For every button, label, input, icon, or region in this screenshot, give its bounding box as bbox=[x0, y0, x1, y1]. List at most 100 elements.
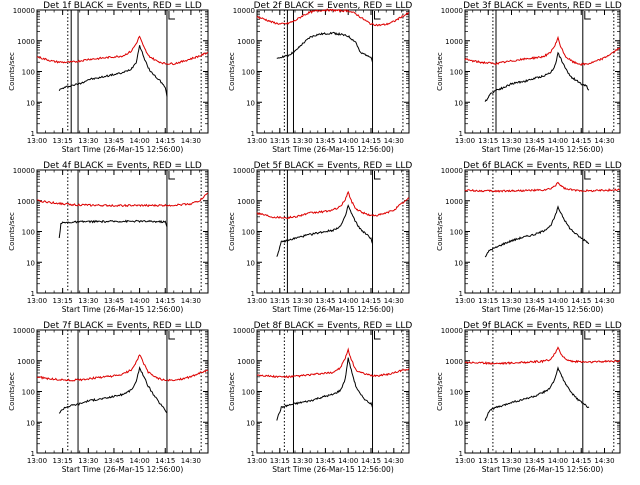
panel-title: Det 8f BLACK = Events, RED = LLD bbox=[254, 321, 413, 331]
x-tick-label: 14:00 bbox=[338, 457, 358, 465]
corner-l-mark bbox=[168, 11, 175, 20]
x-axis-label: Start Time (26-Mar-15 12:56:00) bbox=[272, 305, 394, 314]
panel-title: Det 3f BLACK = Events, RED = LLD bbox=[463, 1, 622, 11]
x-tick-label: 13:45 bbox=[525, 137, 545, 145]
x-tick-label: 13:45 bbox=[315, 297, 335, 305]
x-axis-label: Start Time (26-Mar-15 12:56:00) bbox=[482, 305, 604, 314]
panel-title: Det 4f BLACK = Events, RED = LLD bbox=[43, 161, 202, 171]
lld-series-line bbox=[256, 8, 410, 27]
x-tick-label: 14:30 bbox=[594, 137, 614, 145]
lld-series-line bbox=[36, 35, 209, 66]
panel-4: Det 4f BLACK = Events, RED = LLD 1 10 100 10… bbox=[8, 161, 209, 314]
lld-series-line bbox=[464, 35, 621, 66]
y-tick-label: 100 bbox=[242, 389, 255, 397]
lld-series-line bbox=[256, 347, 410, 379]
corner-l-mark bbox=[374, 331, 381, 340]
x-tick-label: 13:15 bbox=[478, 457, 498, 465]
plot-frame bbox=[36, 9, 209, 134]
y-tick-label: 10000 bbox=[233, 167, 255, 175]
x-tick-label: 13:30 bbox=[293, 457, 313, 465]
y-tick-label: 10000 bbox=[13, 7, 35, 15]
x-tick-label: 14:15 bbox=[361, 137, 381, 145]
x-tick-label: 13:45 bbox=[525, 457, 545, 465]
y-tick-label: 100 bbox=[450, 229, 463, 237]
panel-title: Det 6f BLACK = Events, RED = LLD bbox=[463, 161, 622, 171]
y-tick-label: 1 bbox=[31, 450, 35, 458]
x-tick-label: 13:00 bbox=[247, 457, 267, 465]
panel-8: Det 8f BLACK = Events, RED = LLD 1 10 100 10… bbox=[228, 321, 412, 474]
x-tick-label: 13:00 bbox=[27, 297, 47, 305]
x-tick-label: 14:00 bbox=[548, 137, 568, 145]
y-tick-label: 1000 bbox=[17, 38, 35, 46]
x-tick-label: 13:30 bbox=[293, 297, 313, 305]
x-tick-label: 14:30 bbox=[181, 137, 201, 145]
y-tick-label: 10000 bbox=[441, 327, 463, 335]
x-tick-label: 14:30 bbox=[181, 457, 201, 465]
x-tick-label: 14:15 bbox=[155, 137, 175, 145]
x-axis-label: Start Time (26-Mar-15 12:56:00) bbox=[62, 465, 184, 474]
y-tick-label: 10 bbox=[246, 99, 255, 107]
y-tick-label: 1 bbox=[251, 450, 255, 458]
x-tick-label: 13:45 bbox=[525, 297, 545, 305]
x-tick-label: 13:45 bbox=[104, 297, 124, 305]
events-series-line bbox=[484, 366, 590, 421]
y-tick-label: 10 bbox=[246, 419, 255, 427]
lld-series-line bbox=[36, 354, 209, 382]
x-tick-label: 13:15 bbox=[53, 297, 73, 305]
y-tick-label: 1000 bbox=[237, 38, 255, 46]
panel-9: Det 9f BLACK = Events, RED = LLD 1 10 100 10… bbox=[436, 321, 622, 474]
corner-l-mark bbox=[374, 171, 381, 180]
x-tick-label: 13:00 bbox=[455, 137, 475, 145]
y-tick-label: 10000 bbox=[13, 167, 35, 175]
x-tick-label: 14:00 bbox=[548, 457, 568, 465]
y-axis-label: Counts/sec bbox=[436, 52, 444, 91]
y-tick-label: 1000 bbox=[237, 358, 255, 366]
panel-7: Det 7f BLACK = Events, RED = LLD 1 10 100 10… bbox=[8, 321, 209, 474]
y-tick-label: 1000 bbox=[445, 198, 463, 206]
y-axis-label: Counts/sec bbox=[8, 212, 16, 251]
y-tick-label: 100 bbox=[450, 389, 463, 397]
plot-frame bbox=[464, 329, 621, 454]
plot-frame bbox=[256, 329, 410, 454]
corner-l-mark bbox=[374, 11, 381, 20]
x-axis-label: Start Time (26-Mar-15 12:56:00) bbox=[62, 305, 184, 314]
y-tick-label: 10000 bbox=[13, 327, 35, 335]
plot-frame bbox=[36, 169, 209, 294]
x-tick-label: 14:00 bbox=[338, 297, 358, 305]
x-tick-label: 13:30 bbox=[501, 297, 521, 305]
x-tick-label: 14:00 bbox=[548, 297, 568, 305]
x-axis-label: Start Time (26-Mar-15 12:56:00) bbox=[272, 465, 394, 474]
y-tick-label: 1 bbox=[251, 290, 255, 298]
y-axis-label: Counts/sec bbox=[228, 212, 236, 251]
events-series-line bbox=[484, 205, 590, 258]
events-series-line bbox=[58, 219, 168, 239]
plot-frame bbox=[256, 9, 410, 134]
events-series-line bbox=[484, 51, 590, 102]
events-series-line bbox=[276, 31, 373, 63]
x-tick-label: 13:30 bbox=[293, 137, 313, 145]
y-tick-label: 1000 bbox=[237, 198, 255, 206]
y-tick-label: 100 bbox=[242, 69, 255, 77]
y-tick-label: 10 bbox=[26, 259, 35, 267]
y-tick-label: 100 bbox=[22, 69, 35, 77]
y-tick-label: 100 bbox=[242, 229, 255, 237]
y-tick-label: 1000 bbox=[17, 358, 35, 366]
lld-series-line bbox=[37, 192, 209, 208]
x-axis-label: Start Time (26-Mar-15 12:56:00) bbox=[482, 465, 604, 474]
y-axis-label: Counts/sec bbox=[228, 372, 236, 411]
y-axis-label: Counts/sec bbox=[436, 212, 444, 251]
y-tick-label: 10000 bbox=[441, 167, 463, 175]
y-tick-label: 10 bbox=[454, 419, 463, 427]
y-tick-label: 1 bbox=[31, 290, 35, 298]
y-tick-label: 1 bbox=[459, 290, 463, 298]
plot-frame bbox=[36, 329, 209, 454]
y-tick-label: 10 bbox=[454, 259, 463, 267]
x-tick-label: 14:30 bbox=[384, 457, 404, 465]
x-tick-label: 14:15 bbox=[571, 457, 591, 465]
x-tick-label: 14:30 bbox=[594, 457, 614, 465]
corner-l-mark bbox=[584, 171, 591, 180]
x-tick-label: 14:30 bbox=[594, 297, 614, 305]
y-tick-label: 1000 bbox=[17, 198, 35, 206]
